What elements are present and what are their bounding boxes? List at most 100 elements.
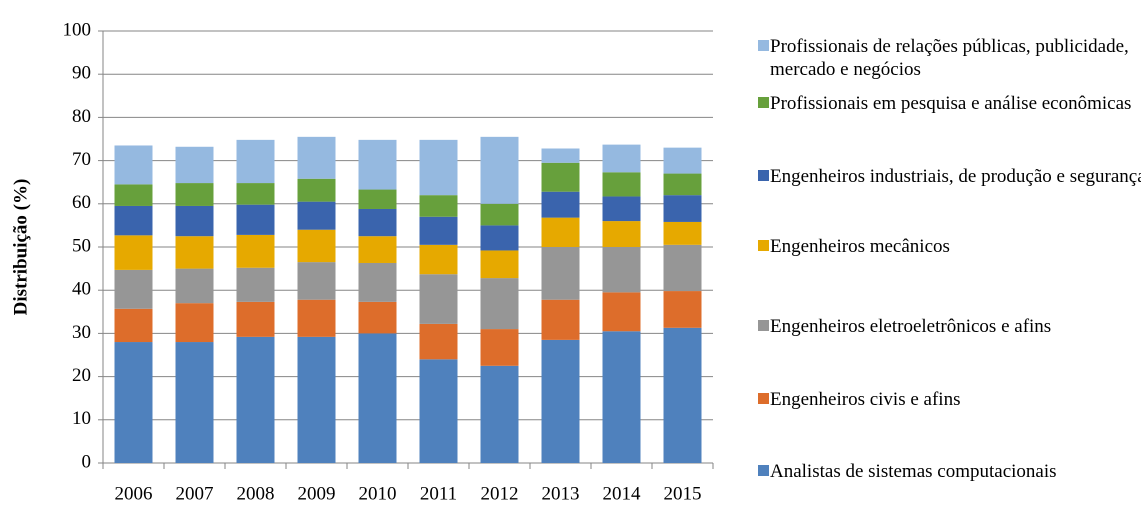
y-tick-label: 80 (72, 106, 91, 127)
bar-segment (602, 144, 641, 173)
bar-segment (602, 247, 641, 293)
bar-segment (663, 173, 702, 196)
bar-segment (358, 236, 397, 263)
bar-segment (358, 262, 397, 302)
bar-segment (419, 359, 458, 463)
bar-segment (480, 329, 519, 366)
bar-segment (541, 339, 580, 463)
bar-segment (236, 336, 275, 463)
bar-segment (541, 247, 580, 300)
x-tick-label: 2006 (115, 483, 153, 504)
bar-segment (480, 250, 519, 279)
bar-segment (175, 183, 214, 206)
y-tick-label: 70 (72, 149, 91, 170)
bar-segment (602, 331, 641, 463)
bar-segment (175, 268, 214, 304)
bar-segment (602, 172, 641, 197)
bar-segment (602, 196, 641, 222)
bar-segment (541, 148, 580, 163)
legend-label: Analistas de sistemas computacionais (770, 461, 1057, 482)
bar-segment (358, 208, 397, 237)
y-tick-label: 10 (72, 408, 91, 429)
x-tick-label: 2007 (176, 483, 214, 504)
bar-segment (114, 145, 153, 185)
x-tick-label: 2014 (603, 483, 642, 504)
bar-segment (602, 221, 641, 247)
legend-swatch (758, 97, 769, 108)
bar-segment (663, 195, 702, 222)
x-tick-label: 2010 (359, 483, 397, 504)
bar-segment (663, 291, 702, 328)
x-tick-label: 2013 (542, 483, 580, 504)
bar-segment (236, 301, 275, 337)
legend-swatch (758, 240, 769, 251)
bar-segment (175, 236, 214, 269)
y-tick-label: 0 (82, 451, 92, 472)
legend-label: Engenheiros eletroeletrônicos e afins (770, 316, 1052, 337)
bar-segment (114, 342, 153, 463)
legend-item: Profissionais de relações públicas, publ… (758, 35, 1141, 81)
bar-segment (663, 244, 702, 292)
bar-segment (114, 269, 153, 309)
bar-segment (480, 136, 519, 204)
x-tick-label: 2015 (664, 483, 702, 504)
bar-segment (419, 139, 458, 196)
bar-segment (541, 217, 580, 247)
bar-segment (419, 323, 458, 360)
bar-segment (480, 203, 519, 226)
y-tick-label: 90 (72, 63, 91, 84)
legend-item: Profissionais em pesquisa e análise econ… (758, 92, 1141, 115)
bar-segment (114, 184, 153, 206)
legend-item: Engenheiros mecânicos (758, 235, 1141, 258)
x-tick-label: 2012 (481, 483, 519, 504)
y-tick-label: 60 (72, 192, 91, 213)
y-tick-label: 50 (72, 235, 91, 256)
bar-segment (358, 333, 397, 463)
bar-segment (297, 299, 336, 337)
bar-segment (175, 342, 214, 463)
legend-swatch (758, 465, 769, 476)
bar-segment (236, 139, 275, 184)
bar-segment (602, 292, 641, 332)
y-tick-label: 100 (63, 19, 92, 40)
bar-segment (419, 274, 458, 324)
legend-item: Engenheiros industriais, de produção e s… (758, 165, 1141, 188)
bar-segment (541, 162, 580, 192)
y-axis-title: Distribuição (%) (10, 179, 31, 316)
x-tick-label: 2008 (237, 483, 275, 504)
bar-segment (358, 139, 397, 190)
bar-segment (358, 301, 397, 334)
bar-segment (358, 189, 397, 209)
bar-segment (663, 221, 702, 245)
bar-segment (663, 147, 702, 174)
legend-swatch (758, 170, 769, 181)
bar-segment (663, 327, 702, 463)
bar-segment (541, 191, 580, 218)
bar-segment (419, 195, 458, 217)
bar-segment (114, 235, 153, 270)
bar-segment (175, 205, 214, 237)
bar-segment (480, 365, 519, 463)
legend-label: Engenheiros civis e afins (770, 389, 961, 410)
x-tick-label: 2011 (420, 483, 457, 504)
bar-segment (297, 229, 336, 263)
bar-segment (236, 204, 275, 235)
legend-item: Engenheiros civis e afins (758, 388, 1141, 411)
bar-segment (236, 267, 275, 302)
x-tick-label: 2009 (298, 483, 336, 504)
legend-swatch (758, 393, 769, 404)
y-tick-label: 40 (72, 279, 91, 300)
bar-segment (297, 136, 336, 179)
legend-item: Engenheiros eletroeletrônicos e afins (758, 315, 1141, 338)
y-tick-label: 20 (72, 365, 91, 386)
legend-item: Analistas de sistemas computacionais (758, 460, 1141, 483)
bar-segment (419, 244, 458, 275)
bar-segment (236, 234, 275, 268)
bar-segment (297, 262, 336, 300)
legend-label: Engenheiros mecânicos (770, 236, 950, 257)
legend-label: Profissionais em pesquisa e análise econ… (770, 93, 1132, 114)
legend-label: Engenheiros industriais, de produção e s… (770, 166, 1141, 187)
bar-segment (297, 336, 336, 463)
